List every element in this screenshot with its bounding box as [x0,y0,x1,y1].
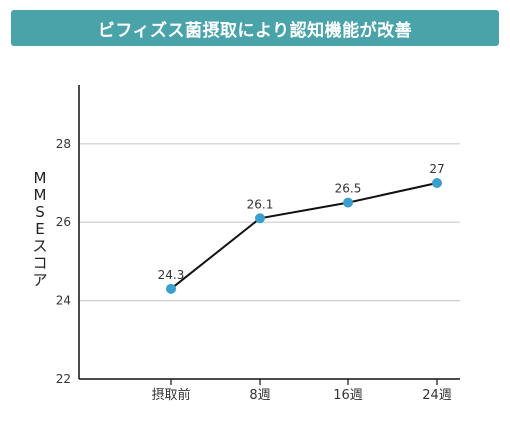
y-axis-title-char: M [34,186,47,204]
series-line [170,182,438,290]
x-tick-label: 16週 [333,388,363,403]
data-label: 24.3 [158,268,185,282]
x-tick-label: 摂取前 [151,387,190,403]
y-tick-label: 28 [56,137,71,151]
grid-lines [79,143,460,302]
tick-labels: 22 24 26 28 摂取前 8週 16週 24週 [56,137,452,403]
series [166,178,442,294]
data-point [255,213,265,224]
data-labels: 24.3 26.1 26.5 27 [158,162,445,282]
x-tick-label: 8週 [249,388,270,403]
y-axis-title-char: ス [32,237,47,255]
data-label: 26.5 [335,182,362,196]
data-label: 27 [429,162,444,176]
y-axis-title-char: コ [32,254,47,272]
y-tick-label: 26 [56,215,71,229]
data-point [343,197,353,208]
y-axis-title-char: M [34,169,47,187]
data-label: 26.1 [247,197,274,211]
y-tick-label: 22 [56,372,71,386]
axes [78,85,460,385]
y-axis-title-char: S [35,203,45,221]
chart-title: ビフィズス菌摂取により認知機能が改善 [11,10,499,46]
data-point [432,178,442,188]
y-axis-title-char: E [35,220,44,238]
y-tick-label: 24 [56,294,71,308]
x-tick-label: 24週 [422,388,452,403]
data-point [166,283,176,294]
y-axis-title-char: ア [32,271,47,289]
